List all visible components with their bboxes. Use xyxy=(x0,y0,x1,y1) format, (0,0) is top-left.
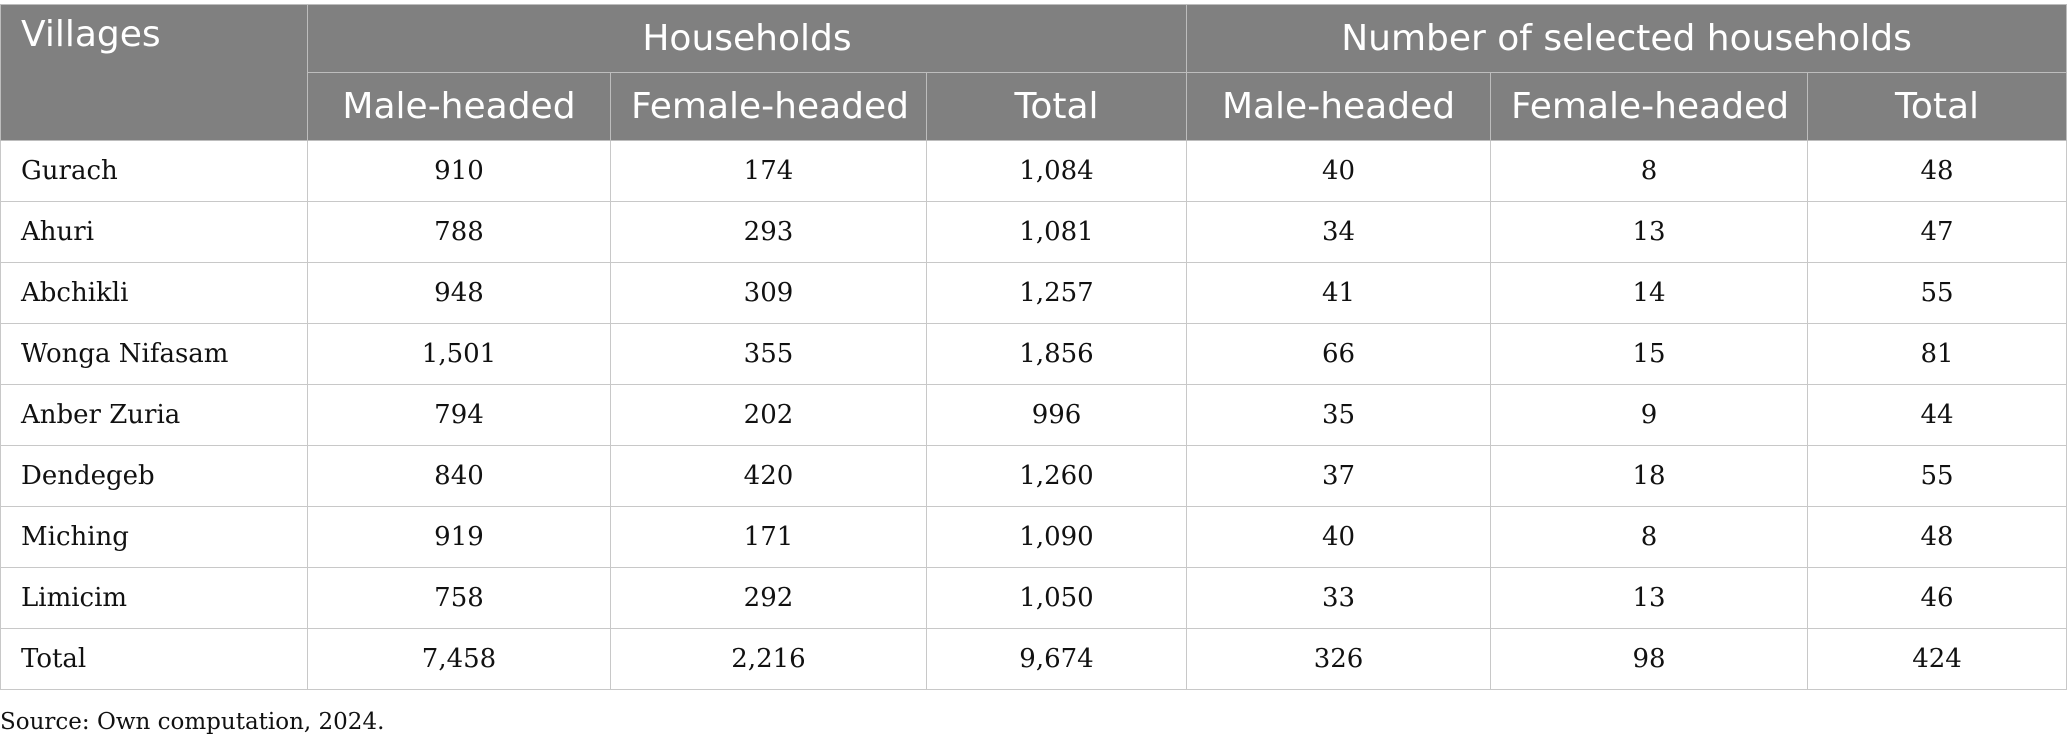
village-name-cell: Abchikli xyxy=(0,262,308,324)
header-selected-households: Number of selected households xyxy=(1186,4,2068,73)
value-cell: 355 xyxy=(610,323,927,385)
value-cell: 309 xyxy=(610,262,927,324)
table-row: Wonga Nifasam 1,501 355 1,856 66 15 81 xyxy=(0,323,2068,385)
table-row: Dendegeb 840 420 1,260 37 18 55 xyxy=(0,445,2068,507)
value-cell: 794 xyxy=(307,384,611,446)
table-row: Miching 919 171 1,090 40 8 48 xyxy=(0,506,2068,568)
value-cell: 424 xyxy=(1807,628,2068,690)
value-cell: 48 xyxy=(1807,140,2068,202)
table-row: Anber Zuria 794 202 996 35 9 44 xyxy=(0,384,2068,446)
value-cell: 1,501 xyxy=(307,323,611,385)
value-cell: 1,090 xyxy=(925,506,1188,568)
header-row-group: Villages Households Number of selected h… xyxy=(0,4,2068,141)
table-header: Villages Households Number of selected h… xyxy=(0,4,2068,141)
table-row: Abchikli 948 309 1,257 41 14 55 xyxy=(0,262,2068,324)
value-cell: 41 xyxy=(1186,262,1492,324)
village-name-cell: Limicim xyxy=(0,567,308,629)
header-households: Households xyxy=(306,4,1188,73)
header-hh-male-headed: Male-headed xyxy=(307,72,611,141)
value-cell: 13 xyxy=(1490,201,1809,263)
value-cell: 292 xyxy=(610,567,927,629)
value-cell: 8 xyxy=(1490,506,1809,568)
header-sel-total: Total xyxy=(1807,72,2068,141)
header-sel-female-headed: Female-headed xyxy=(1490,72,1809,141)
value-cell: 81 xyxy=(1807,323,2068,385)
value-cell: 35 xyxy=(1186,384,1492,446)
value-cell: 174 xyxy=(610,140,927,202)
value-cell: 758 xyxy=(307,567,611,629)
value-cell: 48 xyxy=(1807,506,2068,568)
header-sel-male-headed: Male-headed xyxy=(1186,72,1492,141)
value-cell: 996 xyxy=(925,384,1188,446)
value-cell: 326 xyxy=(1186,628,1492,690)
value-cell: 9 xyxy=(1490,384,1809,446)
value-cell: 1,084 xyxy=(925,140,1188,202)
table-body: Gurach 910 174 1,084 40 8 48 Ahuri 788 293 1,081 34… xyxy=(0,140,2068,690)
value-cell: 7,458 xyxy=(307,628,611,690)
value-cell: 33 xyxy=(1186,567,1492,629)
value-cell: 910 xyxy=(307,140,611,202)
value-cell: 2,216 xyxy=(610,628,927,690)
value-cell: 9,674 xyxy=(925,628,1188,690)
value-cell: 13 xyxy=(1490,567,1809,629)
value-cell: 18 xyxy=(1490,445,1809,507)
value-cell: 788 xyxy=(307,201,611,263)
value-cell: 40 xyxy=(1186,506,1492,568)
value-cell: 66 xyxy=(1186,323,1492,385)
value-cell: 14 xyxy=(1490,262,1809,324)
value-cell: 293 xyxy=(610,201,927,263)
table-row: Total 7,458 2,216 9,674 326 98 424 xyxy=(0,628,2068,690)
value-cell: 34 xyxy=(1186,201,1492,263)
source-note: Source: Own computation, 2024. xyxy=(0,709,385,735)
value-cell: 1,081 xyxy=(925,201,1188,263)
value-cell: 840 xyxy=(307,445,611,507)
value-cell: 1,260 xyxy=(925,445,1188,507)
value-cell: 37 xyxy=(1186,445,1492,507)
village-name-cell: Ahuri xyxy=(0,201,308,263)
table-row: Limicim 758 292 1,050 33 13 46 xyxy=(0,567,2068,629)
value-cell: 15 xyxy=(1490,323,1809,385)
header-row-sub: Male-headed Female-headed Total Male-hea… xyxy=(1,72,2068,141)
value-cell: 46 xyxy=(1807,567,2068,629)
value-cell: 55 xyxy=(1807,262,2068,324)
value-cell: 948 xyxy=(307,262,611,324)
value-cell: 202 xyxy=(610,384,927,446)
value-cell: 420 xyxy=(610,445,927,507)
value-cell: 1,856 xyxy=(925,323,1188,385)
value-cell: 1,050 xyxy=(925,567,1188,629)
table-row: Ahuri 788 293 1,081 34 13 47 xyxy=(0,201,2068,263)
table-row: Gurach 910 174 1,084 40 8 48 xyxy=(0,140,2068,202)
village-name-cell: Dendegeb xyxy=(0,445,308,507)
households-table: Villages Households Number of selected h… xyxy=(0,4,2068,690)
value-cell: 171 xyxy=(610,506,927,568)
value-cell: 98 xyxy=(1490,628,1809,690)
value-cell: 44 xyxy=(1807,384,2068,446)
village-name-cell: Gurach xyxy=(0,140,308,202)
village-name-cell: Total xyxy=(0,628,308,690)
village-name-cell: Miching xyxy=(0,506,308,568)
value-cell: 40 xyxy=(1186,140,1492,202)
header-hh-total: Total xyxy=(925,72,1188,141)
header-hh-female-headed: Female-headed xyxy=(610,72,927,141)
value-cell: 55 xyxy=(1807,445,2068,507)
value-cell: 47 xyxy=(1807,201,2068,263)
value-cell: 1,257 xyxy=(925,262,1188,324)
value-cell: 919 xyxy=(307,506,611,568)
village-name-cell: Wonga Nifasam xyxy=(0,323,308,385)
header-villages: Villages xyxy=(0,4,308,141)
value-cell: 8 xyxy=(1490,140,1809,202)
village-name-cell: Anber Zuria xyxy=(0,384,308,446)
